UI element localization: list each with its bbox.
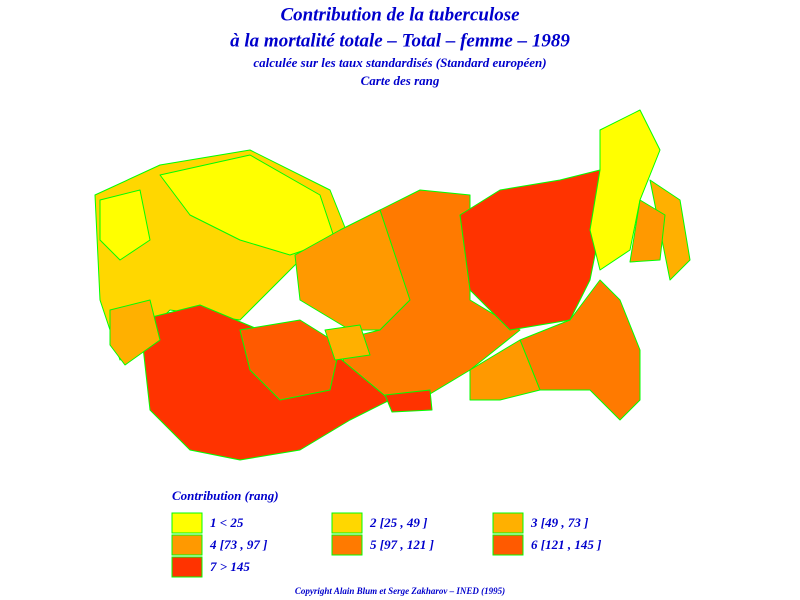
title: Contribution de la tuberculose <box>280 4 520 25</box>
region <box>459 169 601 331</box>
legend: 1 < 25 2 [25 , 49 ] 3 [49 , 73 ] 4 [73 , 97… <box>171 512 601 578</box>
region <box>589 109 661 271</box>
legend-label: 7 > 145 <box>210 559 250 574</box>
legend-swatch <box>492 534 524 556</box>
region <box>324 324 371 361</box>
map <box>94 109 691 461</box>
region <box>109 299 161 366</box>
legend-label: 1 < 25 <box>210 515 244 530</box>
region <box>339 189 521 401</box>
legend-title: Contribution (rang) <box>172 488 279 503</box>
legend-swatch <box>331 534 363 556</box>
legend-label: 3 [49 , 73 ] <box>530 515 588 530</box>
title: à la mortalité totale – Total – femme – … <box>230 30 570 51</box>
legend-swatch <box>171 556 203 578</box>
legend-label: 2 [25 , 49 ] <box>369 515 427 530</box>
subtitle: calculée sur les taux standardisés (Stan… <box>253 55 546 70</box>
subtitle: Carte des rang <box>361 73 440 88</box>
legend-swatch <box>171 534 203 556</box>
region <box>239 319 341 401</box>
legend-label: 5 [97 , 121 ] <box>370 537 434 552</box>
legend-label: 6 [121 , 145 ] <box>531 537 601 552</box>
legend-swatch <box>331 512 363 534</box>
legend-swatch <box>492 512 524 534</box>
region <box>384 389 433 413</box>
region <box>629 199 666 263</box>
legend-swatch <box>171 512 203 534</box>
region <box>469 339 541 401</box>
legend-label: 4 [73 , 97 ] <box>209 537 267 552</box>
copyright: Copyright Alain Blum et Serge Zakharov –… <box>295 586 505 596</box>
region <box>99 189 151 261</box>
